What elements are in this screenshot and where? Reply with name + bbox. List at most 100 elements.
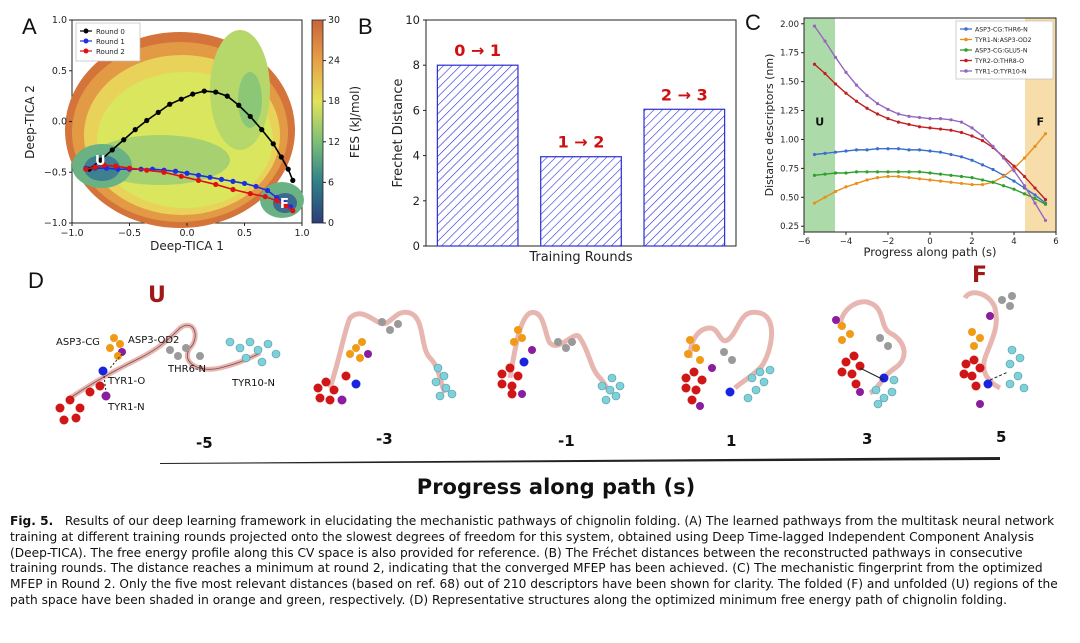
descriptor-point-2 [844,171,848,175]
path-point-round-1 [172,168,179,174]
y-tick-label: 0.5 [52,66,67,77]
shaded-region-0 [804,18,835,232]
descriptor-point-0 [991,167,995,172]
region-label-0: U [815,116,824,129]
progress-value-4: 1 [726,432,736,450]
y-tick-label: 1.75 [780,49,799,59]
path-point-round-0 [290,177,296,183]
legend-marker [964,58,968,63]
path-point-round-2 [274,198,280,204]
panel-c-ticks: −6 −4 −2 0 2 4 6 0.25 0.50 0.75 1.00 1.25 1.50 1.75 2.… [780,20,1059,247]
descriptor-point-3 [896,120,901,124]
path-point-round-1 [264,187,271,194]
progress-wedge [160,457,1000,464]
descriptor-point-3 [949,128,953,132]
path-point-round-0 [190,91,196,97]
colorbar-tick-label: 12 [328,137,340,148]
path-point-round-0 [178,96,184,102]
descriptor-point-1 [854,181,859,186]
panel-c-lines [812,24,1048,223]
descriptor-point-3 [833,82,838,86]
descriptor-point-3 [875,112,880,116]
fes-contours [65,30,304,228]
descriptor-point-1 [865,178,869,182]
path-point-round-1 [207,174,213,180]
descriptor-point-4 [980,134,985,138]
panel-b-ylabel: Frechet Distance [391,78,406,187]
descriptor-point-2 [991,180,995,184]
structure-s-minus-5: ASP3-CG ASP3-OD2 TYR1-O THR6-N TYR10-N T… [55,323,281,425]
panel-a-ticks: −1.0 −0.5 0.0 0.5 1.0 1.0 0.5 0.0 −0.5 −1.0 [44,15,310,239]
descriptor-point-0 [865,148,869,152]
descriptor-point-3 [1012,164,1016,168]
colorbar-label: FES (kJ/mol) [348,86,362,158]
path-point-round-0 [121,137,127,143]
y-tick-label: 0.50 [780,193,799,203]
descriptor-point-1 [1033,144,1037,148]
legend-round-0: Round 0 [96,28,125,36]
path-point-round-2 [92,164,98,170]
path-point-round-2 [213,181,219,188]
path-point-round-2 [290,208,296,214]
panel-c-xlabel: Progress along path (s) [863,245,996,259]
path-point-round-2 [83,166,89,172]
y-tick-label: 2.00 [780,20,799,30]
y-tick-label: 1.25 [780,107,799,117]
descriptor-point-2 [938,172,943,176]
panel-a-ylabel: Deep-TICA 2 [23,85,37,159]
descriptor-point-3 [854,99,859,103]
descriptor-point-2 [812,173,817,177]
colorbar [311,19,324,224]
colorbar-tick-label: 24 [328,56,340,67]
descriptor-point-0 [907,148,911,152]
panel-a-paths [83,88,296,214]
descriptor-point-1 [823,195,827,199]
descriptor-point-1 [1043,132,1048,136]
descriptor-point-0 [886,147,890,151]
y-tick-label: 4 [413,149,420,163]
state-f-label: F [280,197,289,212]
descriptor-point-0 [949,152,953,157]
descriptor-point-0 [928,149,932,153]
descriptor-point-0 [1033,193,1037,197]
descriptor-point-2 [970,176,974,180]
legend-entry-3: TYR2-O:THR8-O [974,58,1024,65]
panel-a-legend: Round 0 Round 1 Round 2 [75,22,141,62]
panel-c-ylabel: Distance descriptors (nm) [763,54,776,197]
descriptor-point-3 [1022,174,1027,179]
panel-d-state-u: U [148,283,166,308]
descriptor-point-0 [875,147,880,151]
path-point-round-0 [270,141,276,147]
path-point-round-0 [278,154,284,160]
path-point-round-1 [184,170,190,176]
panel-d-letter: D [28,268,44,293]
y-tick-label: 1.50 [780,78,799,88]
descriptor-point-1 [886,174,890,179]
legend-marker [964,37,968,42]
descriptor-point-4 [844,70,848,74]
structure-s-plus-5 [959,290,1029,408]
panel-b-xlabel: Training Rounds [528,250,633,265]
structure-s-minus-1 [497,310,625,405]
legend-entry-1: TYR1-N:ASP3-OD2 [974,37,1032,44]
colorbar-tick-label: 6 [328,177,334,188]
descriptor-point-2 [1022,192,1027,196]
label-asp3-od2: ASP3-OD2 [128,335,179,346]
progress-value-6: 5 [996,428,1006,446]
label-thr6-n: THR6-N [167,364,206,375]
descriptor-point-1 [917,177,922,181]
path-point-round-2 [144,167,150,173]
panel-c-letter: C [745,10,761,35]
descriptor-point-4 [949,118,953,122]
y-tick-label: 10 [405,13,420,27]
x-tick-label: −6 [798,237,811,247]
y-tick-label: 6 [413,103,420,117]
x-tick-label: 0.0 [179,228,194,239]
descriptor-point-2 [886,170,890,174]
path-point-round-2 [178,173,184,179]
descriptor-point-4 [823,39,827,43]
path-point-round-2 [113,163,119,169]
path-point-round-1 [241,180,248,187]
y-tick-label: 1.00 [780,135,799,145]
